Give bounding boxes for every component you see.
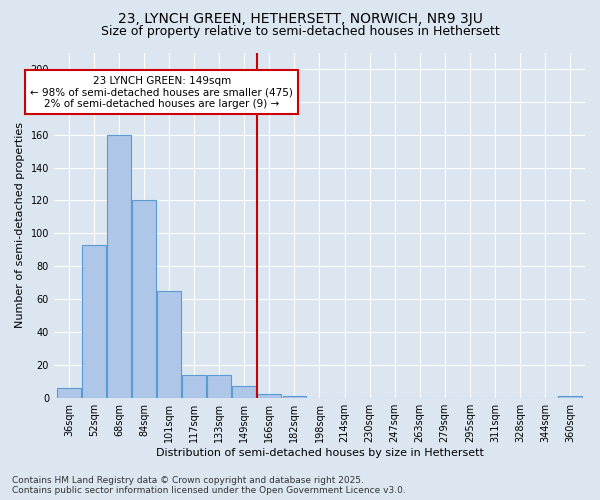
Bar bbox=[182, 374, 206, 398]
Bar bbox=[257, 394, 281, 398]
Text: Contains HM Land Registry data © Crown copyright and database right 2025.
Contai: Contains HM Land Registry data © Crown c… bbox=[12, 476, 406, 495]
Text: 23, LYNCH GREEN, HETHERSETT, NORWICH, NR9 3JU: 23, LYNCH GREEN, HETHERSETT, NORWICH, NR… bbox=[118, 12, 482, 26]
Bar bbox=[157, 291, 181, 398]
Bar bbox=[132, 200, 156, 398]
Bar bbox=[57, 388, 81, 398]
Text: Size of property relative to semi-detached houses in Hethersett: Size of property relative to semi-detach… bbox=[101, 25, 499, 38]
Text: 23 LYNCH GREEN: 149sqm
← 98% of semi-detached houses are smaller (475)
2% of sem: 23 LYNCH GREEN: 149sqm ← 98% of semi-det… bbox=[30, 76, 293, 108]
Bar bbox=[208, 374, 231, 398]
Bar bbox=[558, 396, 582, 398]
Bar bbox=[82, 245, 106, 398]
Bar bbox=[107, 134, 131, 398]
X-axis label: Distribution of semi-detached houses by size in Hethersett: Distribution of semi-detached houses by … bbox=[155, 448, 484, 458]
Bar bbox=[283, 396, 307, 398]
Bar bbox=[232, 386, 256, 398]
Y-axis label: Number of semi-detached properties: Number of semi-detached properties bbox=[15, 122, 25, 328]
